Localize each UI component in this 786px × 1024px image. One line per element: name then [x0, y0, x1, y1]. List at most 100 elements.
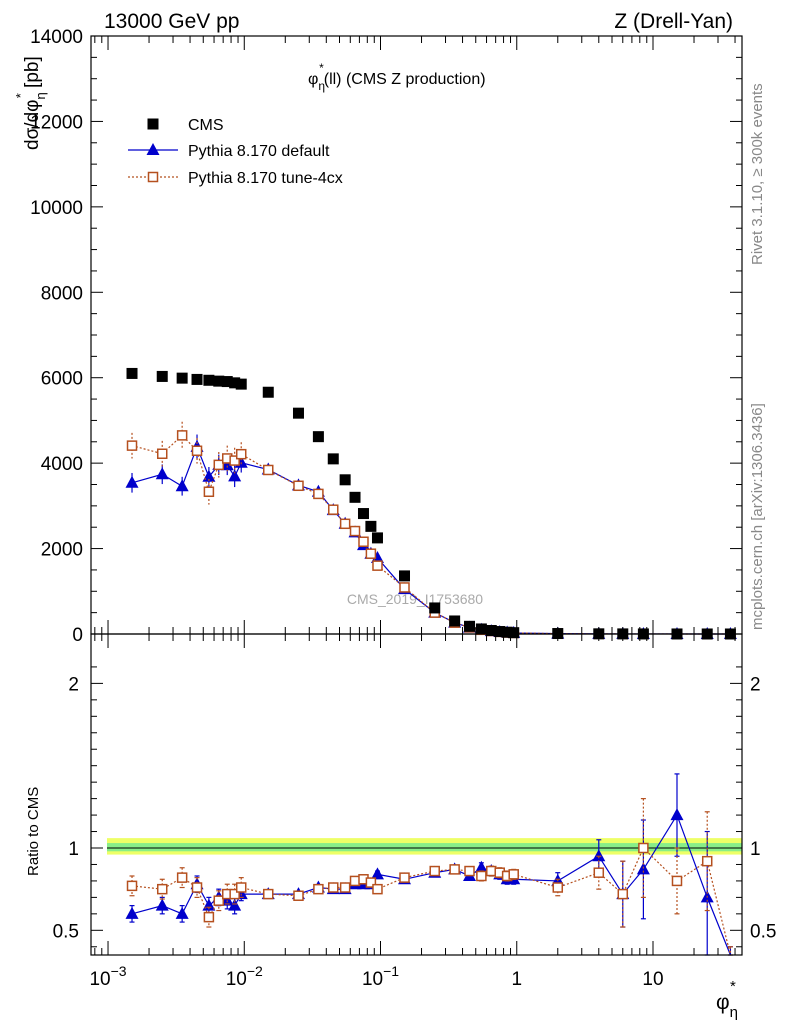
- main-point: [339, 518, 351, 530]
- ratio-point: [474, 860, 488, 873]
- main-point: [126, 440, 138, 451]
- main-point: [328, 504, 339, 515]
- ratio-ytick-label: 2: [68, 674, 79, 695]
- main-point: [221, 376, 233, 388]
- main-point: [349, 491, 361, 503]
- legend-label: Pythia 8.170 default: [188, 143, 330, 160]
- ratio-point: [592, 849, 606, 862]
- xtick-label-exp: −3: [111, 963, 127, 979]
- ratio-ytick-label: 1: [68, 839, 79, 860]
- xtick-label-base: 10: [89, 969, 110, 990]
- main-panel: 0 2000 4000 6000 8000 10000 12000 14000 CMS_201…: [13, 27, 743, 646]
- main-point: [228, 469, 242, 482]
- ratio-point: [349, 875, 361, 887]
- legend-label: CMS: [188, 117, 224, 134]
- xtick-label: 10−1: [362, 963, 399, 990]
- main-point: [358, 536, 369, 547]
- ylabel-sup: *: [13, 93, 28, 98]
- ratio-ytick-label-right: 0.5: [750, 921, 776, 942]
- ratio-point: [156, 883, 168, 895]
- ratio-point: [399, 872, 410, 883]
- ratio-point: [228, 898, 242, 911]
- ratio-point: [670, 808, 684, 821]
- x-axis: 10−3 10−2 10−1 1 10: [89, 36, 736, 990]
- ratio-point: [235, 882, 247, 893]
- ratio-point: [229, 888, 240, 900]
- ratio-point: [155, 898, 169, 911]
- main-point: [365, 548, 377, 559]
- main-point: [155, 467, 169, 480]
- xtick-label-exp: −2: [247, 963, 263, 979]
- main-point: [176, 372, 188, 384]
- main-point: [229, 377, 241, 389]
- xtick-label-exp: −1: [383, 963, 399, 979]
- ratio-point: [370, 867, 384, 880]
- main-point: [508, 627, 520, 639]
- main-point: [235, 448, 247, 460]
- main-point: [349, 525, 361, 537]
- ratio-point: [464, 865, 475, 877]
- ratio-point: [701, 855, 713, 867]
- main-point: [203, 486, 215, 498]
- ylabel-sub: η: [33, 92, 48, 99]
- main-point: [263, 464, 274, 476]
- ratio-point: [476, 870, 487, 882]
- legend-marker: [146, 143, 160, 155]
- ratio-point: [125, 906, 139, 919]
- header-right: Z (Drell-Yan): [614, 10, 733, 33]
- ratio-point: [372, 883, 383, 895]
- ratio-ytick-label: 0.5: [53, 921, 79, 942]
- ratio-ytick-label-right: 1: [750, 839, 761, 860]
- main-point: [176, 430, 188, 441]
- main-point: [485, 624, 497, 636]
- main-point: [191, 373, 203, 385]
- main-point: [312, 431, 324, 443]
- main-point: [371, 532, 383, 544]
- plot-title-rest: (ll) (CMS Z production): [324, 71, 486, 88]
- main-point: [156, 448, 168, 459]
- ratio-ytick-label-right: 2: [750, 674, 761, 695]
- main-point: [399, 570, 411, 582]
- main-point: [191, 445, 203, 457]
- ratio-point: [191, 882, 203, 893]
- main-y-axis: 0 2000 4000 6000 8000 10000 12000 14000: [30, 27, 742, 646]
- main-point: [175, 479, 189, 492]
- main-point: [475, 623, 487, 635]
- xtick-label-base: 10: [642, 969, 663, 990]
- main-point: [357, 508, 369, 520]
- main-data: [125, 367, 737, 640]
- ratio-data: [125, 773, 733, 956]
- main-point: [126, 367, 138, 379]
- main-point: [494, 626, 506, 638]
- main-point: [365, 520, 377, 532]
- legend-marker: [147, 118, 159, 130]
- ratio-y-axis: 0.5 0.5 1 1 2 2: [53, 666, 776, 948]
- ratio-point: [552, 882, 564, 893]
- ratio-point: [671, 875, 683, 887]
- plot-title-phi: φ: [308, 71, 318, 88]
- ratio-point: [203, 911, 215, 923]
- main-point: [339, 474, 351, 486]
- mcplots-label-text: mcplots.cern.ch [arXiv:1306.3436]: [749, 403, 766, 630]
- xtick-label-base: 1: [511, 969, 522, 990]
- main-point: [327, 453, 339, 465]
- ratio-point: [617, 888, 629, 900]
- ratio-point: [638, 842, 649, 854]
- header-left: 13000 GeV pp: [104, 10, 239, 33]
- main-ytick-label: 4000: [41, 454, 83, 475]
- ratio-point: [508, 869, 519, 880]
- cms-band-inner: [107, 843, 742, 852]
- main-point: [292, 407, 304, 419]
- main-point: [235, 378, 247, 390]
- main-point: [293, 480, 304, 492]
- main-ytick-label: 14000: [30, 27, 83, 48]
- rivet-label-text: Rivet 3.1.10, ≥ 300k events: [749, 83, 766, 265]
- main-ytick-label: 8000: [41, 283, 83, 304]
- xtick-label: 1: [511, 969, 522, 990]
- main-ylabel: dσ/dφη * [pb]: [13, 56, 48, 150]
- ylabel-pre: dσ/dφ: [22, 100, 43, 150]
- main-ytick-label: 12000: [30, 112, 83, 133]
- legend-label: Pythia 8.170 tune-4cx: [188, 170, 343, 187]
- ratio-point: [429, 865, 440, 877]
